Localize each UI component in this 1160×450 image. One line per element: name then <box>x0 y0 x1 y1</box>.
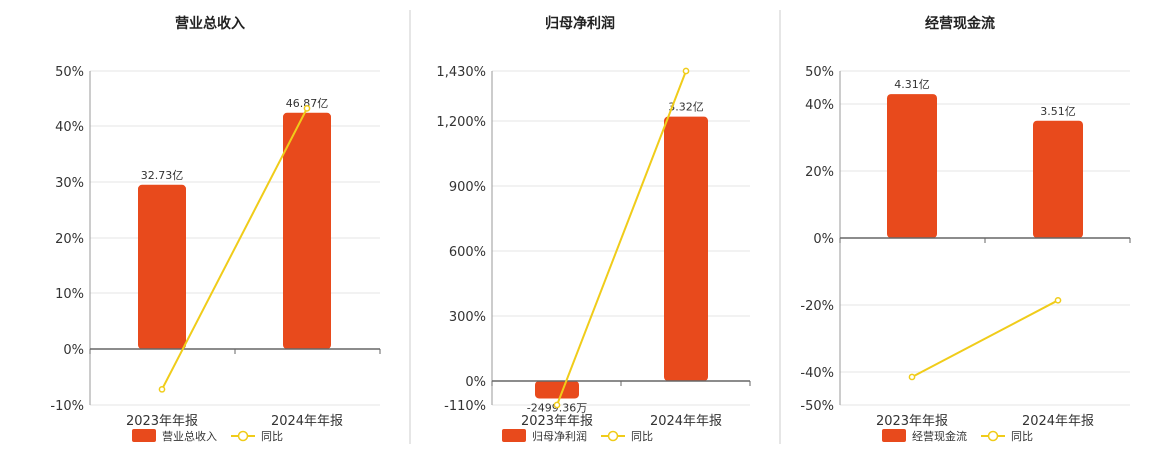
chart-title: 营业总收入 <box>175 15 245 32</box>
chart-title: 经营现金流 <box>925 15 995 32</box>
bar <box>283 112 331 349</box>
legend-label-line: 同比 <box>1011 430 1033 443</box>
x-category-label: 2024年年报 <box>650 414 722 429</box>
legend-swatch-marker <box>987 430 999 442</box>
bar-data-label: 3.51亿 <box>1040 105 1076 118</box>
x-category-label: 2023年年报 <box>126 414 198 429</box>
y-tick-label: 40% <box>55 120 84 135</box>
legend-swatch-bar <box>502 429 526 442</box>
chart-panel-2: 归母净利润-110%0%300%600%900%1,200%1,430%-249… <box>436 15 751 443</box>
bar <box>664 116 708 382</box>
chart-panel-1: 营业总收入 -10% 0% 10% 20% 30% 40% 50% 32.73亿 46.87亿 20… <box>50 15 381 443</box>
legend-swatch-bar <box>882 429 906 442</box>
y-tick-label: 0% <box>813 232 834 247</box>
bar <box>1033 120 1083 238</box>
bar <box>138 184 186 349</box>
line-series <box>911 299 1059 378</box>
line-point <box>1054 296 1062 304</box>
bar-data-label: 32.73亿 <box>141 169 184 182</box>
bar-data-label: 3.32亿 <box>668 101 704 114</box>
bar <box>535 381 579 399</box>
y-tick-label: 40% <box>805 98 834 113</box>
legend-label-bar: 经营现金流 <box>912 429 967 443</box>
y-tick-label: 50% <box>55 65 84 80</box>
x-category-label: 2024年年报 <box>271 414 343 429</box>
legend-label-line: 同比 <box>261 430 283 443</box>
line-point <box>158 385 166 393</box>
bar-data-label: 46.87亿 <box>286 97 329 110</box>
y-tick-label: -40% <box>800 366 834 381</box>
legend-label-line: 同比 <box>631 430 653 443</box>
y-tick-label: 0% <box>465 375 486 390</box>
line-point <box>908 373 916 381</box>
y-tick-label: 1,200% <box>436 115 486 130</box>
y-tick-label: 50% <box>805 65 834 80</box>
line-point <box>303 105 311 112</box>
x-category-label: 2023年年报 <box>876 414 948 429</box>
chart-title: 归母净利润 <box>545 15 615 32</box>
y-tick-label: 20% <box>805 165 834 180</box>
legend-label-bar: 营业总收入 <box>162 429 217 443</box>
y-tick-label: -10% <box>50 399 84 414</box>
y-tick-label: 600% <box>449 245 486 260</box>
y-tick-label: 0% <box>63 343 84 358</box>
y-tick-label: -50% <box>800 399 834 414</box>
y-tick-label: -20% <box>800 299 834 314</box>
y-tick-label: -110% <box>444 399 486 414</box>
x-category-label: 2024年年报 <box>1022 414 1094 429</box>
legend-label-bar: 归母净利润 <box>532 429 587 443</box>
chart-panel-3: 经营现金流 -50% -40% -20% 0% 20% 40% 50% 4.31亿 3.51亿 20… <box>800 15 1131 443</box>
y-tick-label: 10% <box>55 287 84 302</box>
y-tick-label: 30% <box>55 176 84 191</box>
bar <box>887 94 937 238</box>
legend-swatch-bar <box>132 429 156 442</box>
line-point <box>682 67 690 75</box>
y-tick-label: 300% <box>449 310 486 325</box>
legend-swatch-marker <box>607 430 619 442</box>
line-series <box>556 70 687 406</box>
line-series <box>161 107 308 390</box>
line-point <box>553 401 561 409</box>
y-tick-label: 1,430% <box>436 65 486 80</box>
bar-data-label: 4.31亿 <box>894 78 930 91</box>
x-category-label: 2023年年报 <box>521 414 593 429</box>
legend-swatch-marker <box>237 430 249 442</box>
y-tick-label: 20% <box>55 232 84 247</box>
y-tick-label: 900% <box>449 180 486 195</box>
